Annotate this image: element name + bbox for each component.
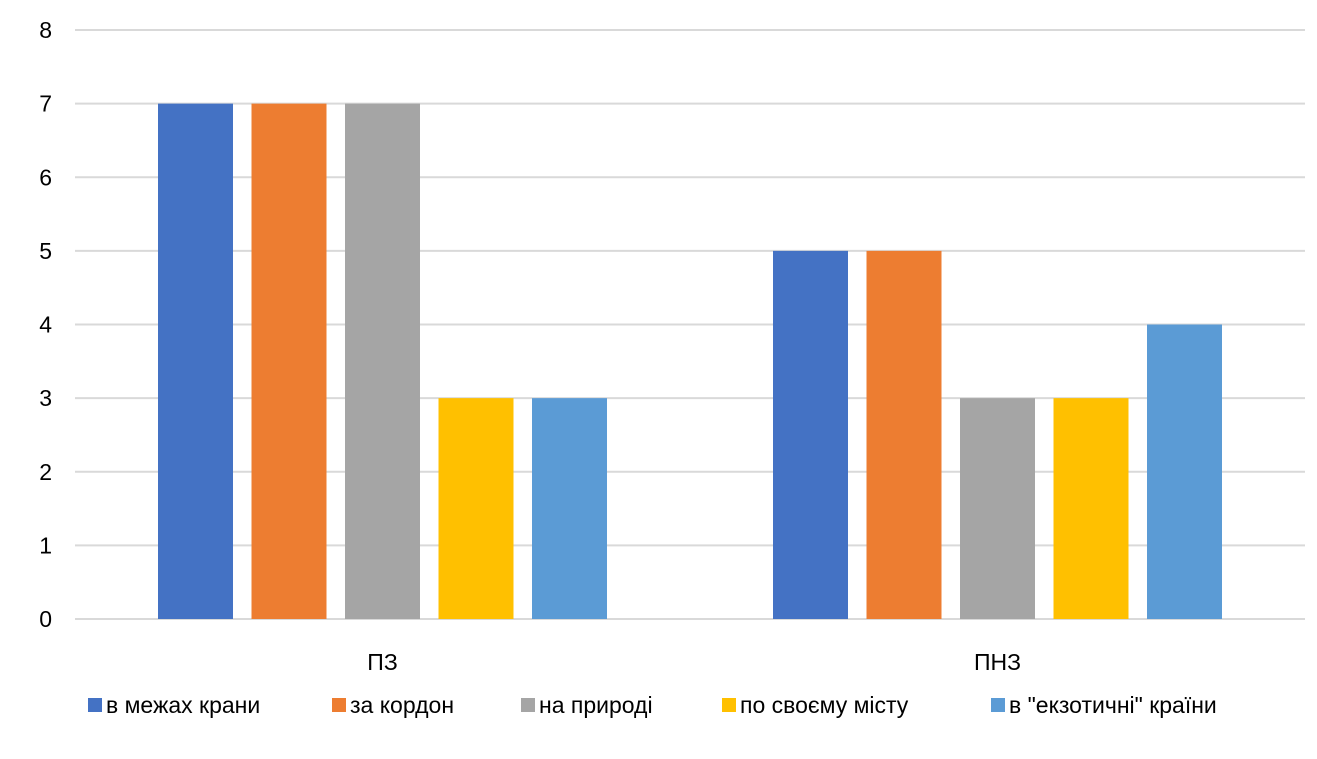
bar-ПНЗ-в межах крани <box>773 250 848 619</box>
bars <box>158 103 1222 619</box>
legend-swatch-2 <box>521 698 535 712</box>
y-tick-label-2: 2 <box>39 459 52 485</box>
y-tick-label-5: 5 <box>39 238 52 264</box>
y-tick-label-8: 8 <box>39 17 52 43</box>
legend-swatch-1 <box>332 698 346 712</box>
bar-ПНЗ-на природі <box>960 398 1035 619</box>
y-tick-label-3: 3 <box>39 385 52 411</box>
legend-swatch-0 <box>88 698 102 712</box>
bar-ПНЗ-в "екзотичні" країни <box>1147 324 1222 619</box>
x-category-label-0: ПЗ <box>367 649 397 675</box>
legend-swatch-3 <box>722 698 736 712</box>
bar-ПНЗ-за кордон <box>866 250 942 619</box>
bar-ПЗ-в "екзотичні" країни <box>532 398 607 619</box>
bar-ПЗ-в межах крани <box>158 103 233 619</box>
y-tick-label-4: 4 <box>39 312 52 338</box>
legend-label-2: на природі <box>539 692 653 718</box>
bar-ПЗ-на природі <box>345 103 420 619</box>
bar-ПЗ-за кордон <box>251 103 327 619</box>
legend-label-1: за кордон <box>350 692 454 718</box>
y-tick-label-1: 1 <box>39 532 52 558</box>
x-category-label-1: ПНЗ <box>974 649 1021 675</box>
bar-ПЗ-по своєму місту <box>438 398 514 619</box>
legend: в межах крани за кордон на природі по своєм… <box>88 692 1217 718</box>
legend-label-0: в межах крани <box>106 692 260 718</box>
legend-swatch-4 <box>991 698 1005 712</box>
legend-label-3: по своєму місту <box>740 692 909 718</box>
y-tick-label-0: 0 <box>39 606 52 632</box>
y-tick-label-7: 7 <box>39 91 52 117</box>
y-tick-label-6: 6 <box>39 164 52 190</box>
y-axis-tick-labels: 0 1 2 3 4 5 6 7 8 <box>39 17 52 632</box>
legend-label-4: в "екзотичні" країни <box>1009 692 1217 718</box>
x-axis-category-labels: ПЗ ПНЗ <box>367 649 1021 675</box>
bar-ПНЗ-по своєму місту <box>1053 398 1129 619</box>
